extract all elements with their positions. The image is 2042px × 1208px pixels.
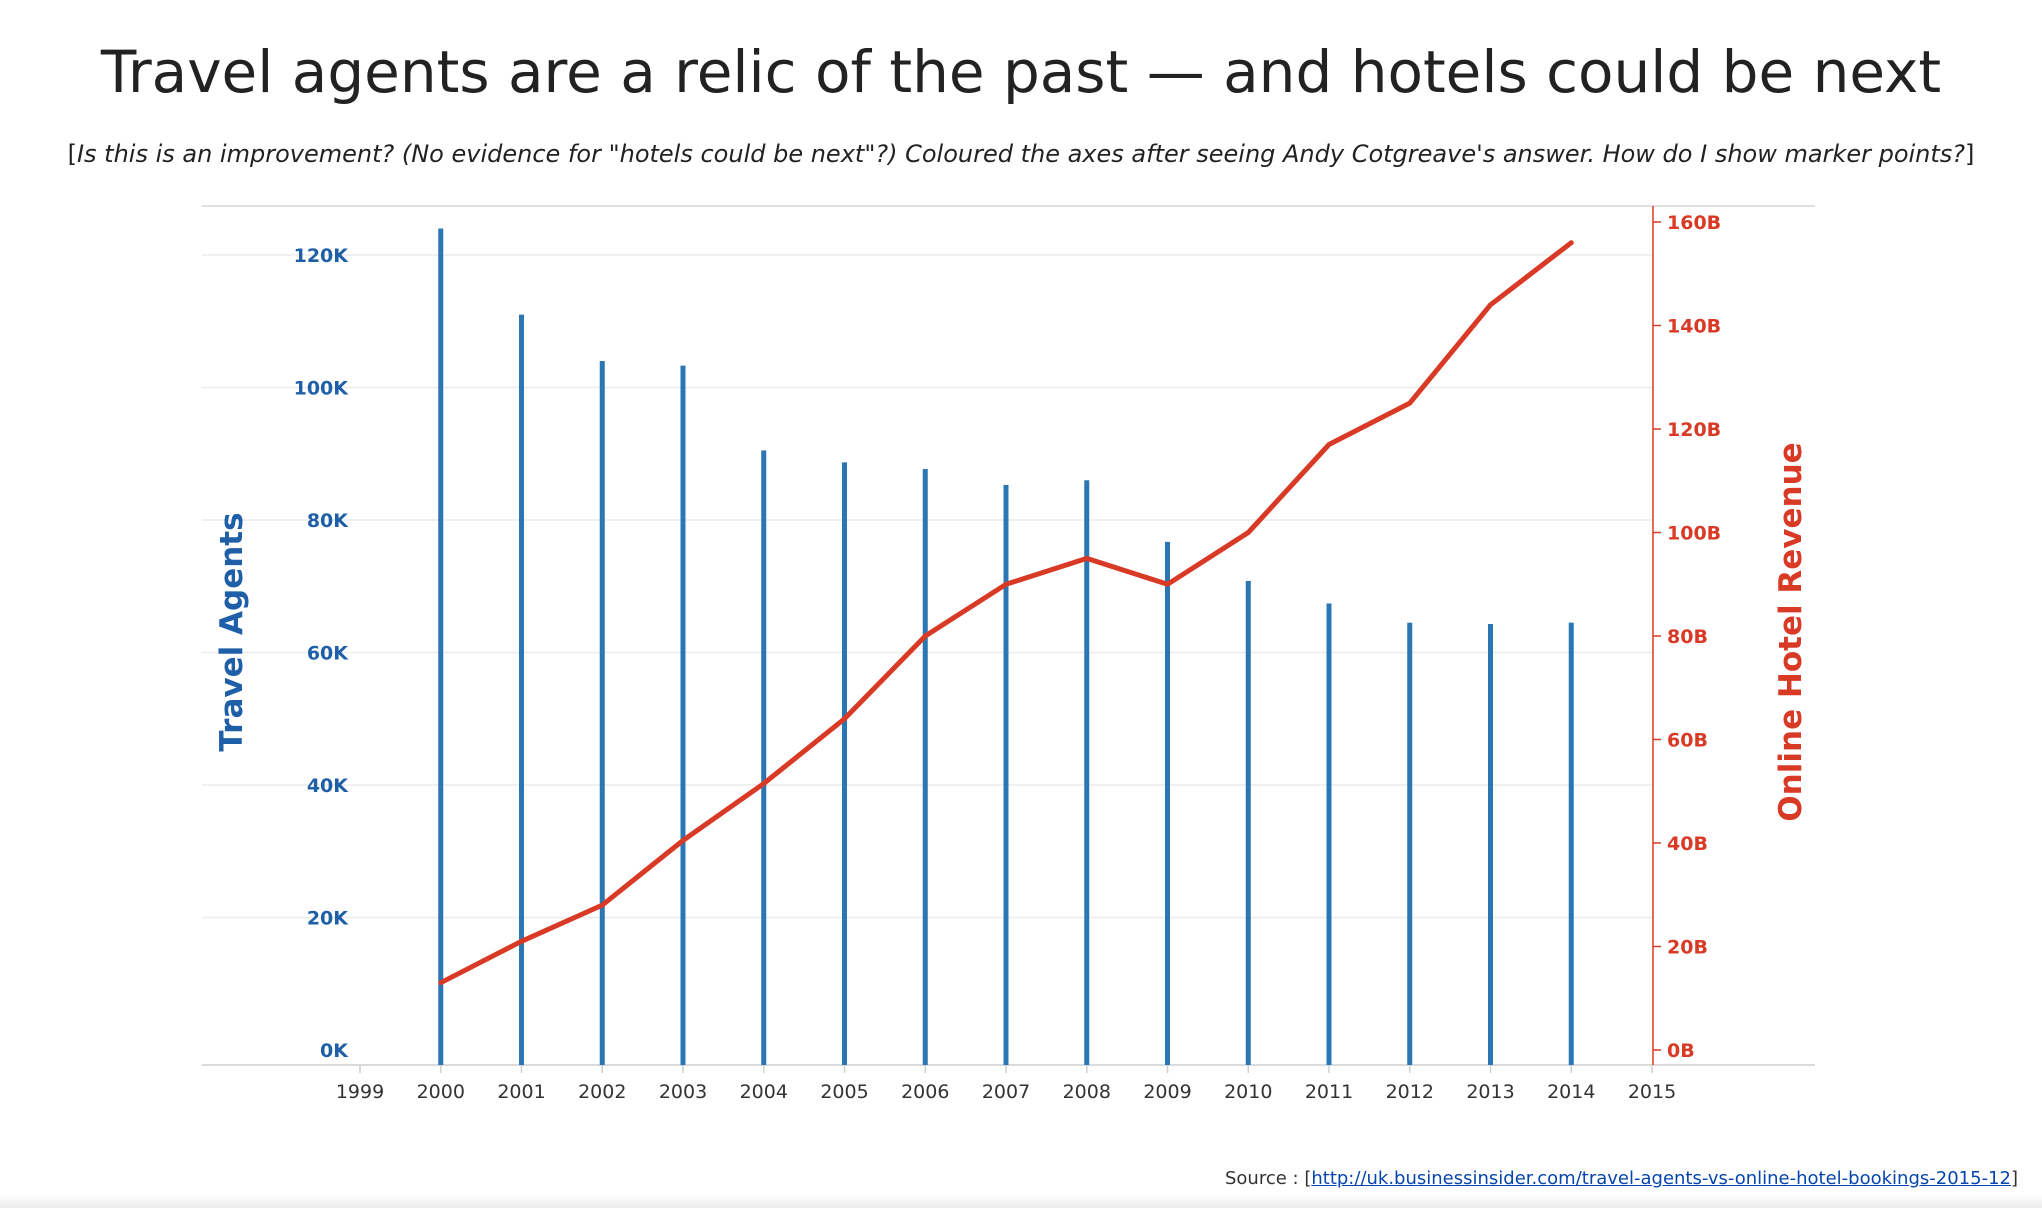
travel-agents-bar [1003,484,1009,1065]
travel-agents-bar [680,365,686,1065]
left-tick-label: 100K [294,378,350,400]
bottom-shade [0,1194,2042,1208]
right-tick-label: 120B [1667,419,1721,441]
left-tick-label: 20K [307,908,349,930]
x-tick-label: 1999 [336,1081,384,1103]
chart-title: Travel agents are a relic of the past — … [100,38,1942,106]
source-note: Source : [http://uk.businessinsider.com/… [1225,1168,2018,1189]
x-tick-label: 2014 [1547,1081,1595,1103]
travel-agents-bar [1165,541,1170,1065]
x-tick-label: 2001 [497,1081,545,1103]
x-tick-label: 2000 [417,1081,465,1103]
travel-agents-bar [1084,480,1090,1065]
subtitle-close-bracket: ] [1965,140,1975,168]
left-tick-label: 120K [294,245,350,267]
right-axis: 0B 20B 40B 60B 80B 100B 120B 140B 160B [1652,206,1721,1065]
x-tick-label: 2015 [1628,1081,1676,1103]
x-tick-label: 2010 [1224,1081,1272,1103]
chart-subtitle: [Is this is an improvement? (No evidence… [0,140,2042,168]
x-tick-label: 2004 [740,1081,788,1103]
subtitle-open-bracket: [ [67,140,77,168]
travel-agents-bar [599,361,605,1065]
right-tick-label: 140B [1667,316,1721,338]
travel-agents-bar [842,462,847,1065]
left-axis-ticks: 0K 20K 40K 60K 80K 100K 120K [294,245,350,1062]
travel-agents-bar [761,450,767,1065]
x-tick-label: 2008 [1063,1081,1111,1103]
x-tick-label: 2002 [578,1081,626,1103]
x-tick-label: 2013 [1466,1081,1514,1103]
x-tick-label: 2006 [901,1081,949,1103]
x-tick-label: 2003 [659,1081,707,1103]
travel-agents-bar [519,314,524,1065]
x-tick-label: 2009 [1143,1081,1191,1103]
x-tick-label: 2007 [982,1081,1030,1103]
left-axis-label: Travel Agents [214,512,250,751]
travel-agents-bar [1245,580,1251,1065]
right-tick-label: 0B [1667,1040,1695,1062]
left-tick-label: 40K [307,775,349,797]
right-tick-label: 100B [1667,523,1721,545]
right-tick-label: 160B [1667,212,1721,234]
left-tick-label: 60K [307,643,349,665]
right-axis-label: Online Hotel Revenue [1773,442,1809,821]
right-tick-label: 80B [1667,626,1708,648]
x-tick-label: 2012 [1386,1081,1434,1103]
x-tick-label: 2011 [1305,1081,1353,1103]
source-open-bracket: [ [1304,1168,1312,1189]
right-tick-label: 60B [1667,730,1708,752]
travel-agents-bar [922,468,928,1065]
right-tick-label: 40B [1667,833,1708,855]
online-hotel-revenue-line-group [438,240,1574,986]
x-axis: 1999 2000 2001 2002 2003 2004 2005 2006 2007 2008… [336,1065,1676,1103]
travel-agents-bar [1568,622,1574,1065]
source-close-bracket: ] [2010,1168,2018,1189]
source-link[interactable]: http://uk.businessinsider.com/travel-age… [1311,1168,2011,1189]
subtitle-text: Is this is an improvement? (No evidence … [76,140,1966,168]
right-tick-label: 20B [1667,937,1708,959]
online-hotel-revenue-line [438,240,1574,986]
travel-agents-bar [1407,622,1413,1065]
travel-agents-bars [438,228,1574,1065]
x-tick-label: 2005 [820,1081,868,1103]
travel-agents-bar [1326,603,1332,1065]
left-tick-label: 0K [320,1040,349,1062]
travel-agents-bar [438,228,444,1065]
travel-agents-bar [1488,624,1493,1065]
source-label: Source : [1224,1168,1305,1189]
left-tick-label: 80K [307,510,349,532]
